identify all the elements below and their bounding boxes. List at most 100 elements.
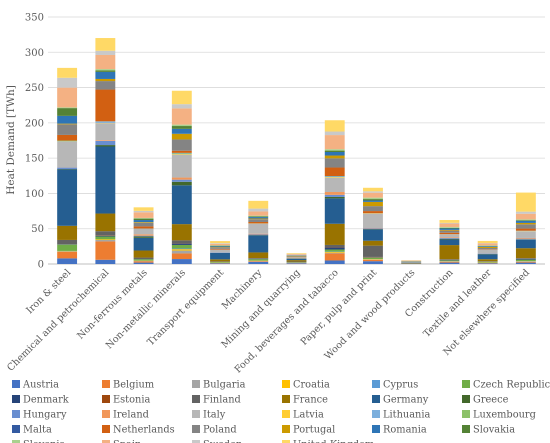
legend-item: Slovakia: [462, 425, 515, 436]
bar-segment: [171, 244, 192, 249]
bar-segment: [515, 258, 536, 259]
bar-segment: [477, 246, 498, 248]
legend-label: Croatia: [293, 380, 330, 391]
bar-segment: [171, 108, 192, 125]
bar-segment: [324, 196, 345, 199]
legend-item: Belgium: [102, 380, 155, 391]
bar-segment: [363, 229, 383, 241]
bar-segment: [57, 123, 78, 125]
legend-item: Sweden: [192, 440, 243, 443]
legend-swatch: [102, 440, 110, 443]
bar-segment: [133, 228, 154, 235]
bar-segment: [324, 247, 345, 250]
y-tick-labels: 0 50 100 150 200 250 300 350: [25, 13, 44, 271]
bar-segment: [95, 241, 116, 260]
legend-label: Portugal: [293, 425, 335, 436]
bar-segment: [171, 90, 192, 105]
y-tick-label: 350: [25, 13, 44, 24]
legend-item: Bulgaria: [192, 380, 246, 391]
bar-segment: [515, 219, 536, 221]
y-tick-label: 200: [25, 118, 44, 129]
bar-segment: [171, 139, 192, 151]
bar-segment: [248, 235, 269, 253]
legend-swatch: [12, 395, 20, 403]
legend-item: Croatia: [282, 380, 330, 391]
legend-item: Spain: [102, 440, 142, 443]
bar-segment: [95, 145, 116, 147]
legend-item: Netherlands: [102, 425, 175, 436]
bar-segment: [171, 124, 192, 127]
bar-segment: [248, 258, 269, 259]
legend-swatch: [462, 410, 470, 418]
bar-segment: [171, 126, 192, 129]
bar-segment: [95, 123, 116, 141]
bar-segment: [248, 223, 269, 234]
legend-item: Ireland: [102, 410, 149, 421]
bar-segment: [133, 222, 154, 227]
bar-segment: [515, 220, 536, 223]
bar-segment: [95, 78, 116, 82]
bar-segment: [515, 222, 536, 225]
bar-segment: [439, 239, 460, 246]
legend-label: Ireland: [113, 410, 149, 421]
legend-label: Germany: [383, 395, 429, 406]
legend-item: Greece: [462, 395, 509, 406]
bar-segment: [324, 252, 345, 253]
bar-segment: [439, 262, 460, 264]
legend-swatch: [102, 410, 110, 418]
bar-segment: [171, 177, 192, 180]
y-tick-label: 50: [31, 224, 44, 235]
bar-segment: [477, 263, 498, 264]
bar-segment: [439, 261, 460, 263]
bar-segment: [439, 259, 460, 260]
bar-segment: [133, 207, 154, 211]
legend-label: Sweden: [203, 440, 243, 443]
legend-item: Hungary: [12, 410, 67, 421]
bar-segment: [133, 262, 154, 264]
bar-segment: [439, 229, 460, 231]
bar-segment: [477, 247, 498, 250]
bar-segment: [363, 245, 383, 257]
bar-segment: [210, 245, 230, 247]
bar-segment: [57, 169, 78, 226]
bar-segment: [210, 249, 230, 253]
bar-segment: [439, 223, 460, 228]
legend-item: Italy: [192, 410, 226, 421]
bar-segment: [324, 177, 345, 178]
bar-segment: [133, 250, 154, 258]
bar-segment: [248, 215, 269, 217]
bar-segment: [95, 50, 116, 55]
bar-segment: [324, 150, 345, 153]
legend-swatch: [462, 425, 470, 433]
y-tick-label: 0: [38, 260, 44, 271]
bar-segment: [133, 212, 154, 218]
bar-segment: [363, 240, 383, 246]
bar-segment: [324, 253, 345, 261]
bar-segment: [171, 133, 192, 140]
bar-segment: [95, 121, 116, 123]
bar-segment: [324, 223, 345, 245]
bar-segment: [439, 232, 460, 235]
bar-segment: [515, 262, 536, 264]
bar-segment: [57, 67, 78, 78]
bar-segment: [57, 124, 78, 135]
bar-segment: [248, 208, 269, 212]
bar-segment: [95, 231, 116, 236]
legend-label: Poland: [203, 425, 237, 436]
bar-segment: [439, 238, 460, 239]
bar-segment: [133, 218, 154, 221]
bar-segment: [57, 108, 78, 116]
legend-swatch: [372, 395, 380, 403]
legend-item: Lithuania: [372, 410, 430, 421]
bar-segment: [133, 261, 154, 263]
bar-segment: [133, 234, 154, 236]
legend-swatch: [372, 425, 380, 433]
bar-segment: [95, 140, 116, 146]
bar-segment: [477, 246, 498, 247]
legend-item: Cyprus: [372, 380, 418, 391]
bar-segment: [57, 244, 78, 251]
bar-segment: [57, 251, 78, 253]
bar-segment: [210, 248, 230, 250]
bar-segment: [248, 261, 269, 264]
bar-segment: [324, 249, 345, 252]
